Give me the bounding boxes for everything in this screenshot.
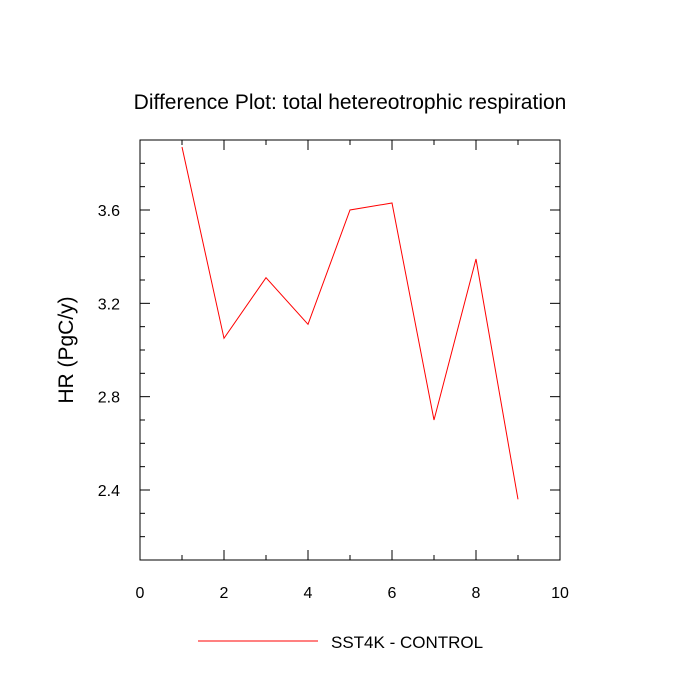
y-tick-label: 3.2 bbox=[98, 296, 120, 313]
y-tick-label: 3.6 bbox=[98, 203, 120, 220]
axis-ticks bbox=[139, 139, 561, 561]
series-group bbox=[181, 146, 519, 500]
x-tick-label: 2 bbox=[220, 585, 229, 602]
series-line-0 bbox=[181, 146, 519, 500]
x-tick-label: 6 bbox=[388, 585, 397, 602]
x-tick-label: 0 bbox=[136, 585, 145, 602]
x-tick-label: 4 bbox=[304, 585, 313, 602]
y-tick-label: 2.4 bbox=[98, 483, 120, 500]
legend: SST4K - CONTROL bbox=[198, 633, 483, 652]
y-tick-label: 2.8 bbox=[98, 390, 120, 407]
x-tick-label: 8 bbox=[472, 585, 481, 602]
x-tick-label: 10 bbox=[551, 585, 569, 602]
y-tick-labels: 2.4 2.8 3.2 3.6 bbox=[98, 203, 120, 500]
plot-frame bbox=[139, 139, 561, 561]
y-axis-label: HR (PgC/y) bbox=[55, 296, 78, 403]
x-tick-labels: 0 2 4 6 8 10 bbox=[136, 585, 569, 602]
legend-label: SST4K - CONTROL bbox=[331, 633, 483, 652]
chart-title: Difference Plot: total hetereotrophic re… bbox=[134, 91, 567, 114]
